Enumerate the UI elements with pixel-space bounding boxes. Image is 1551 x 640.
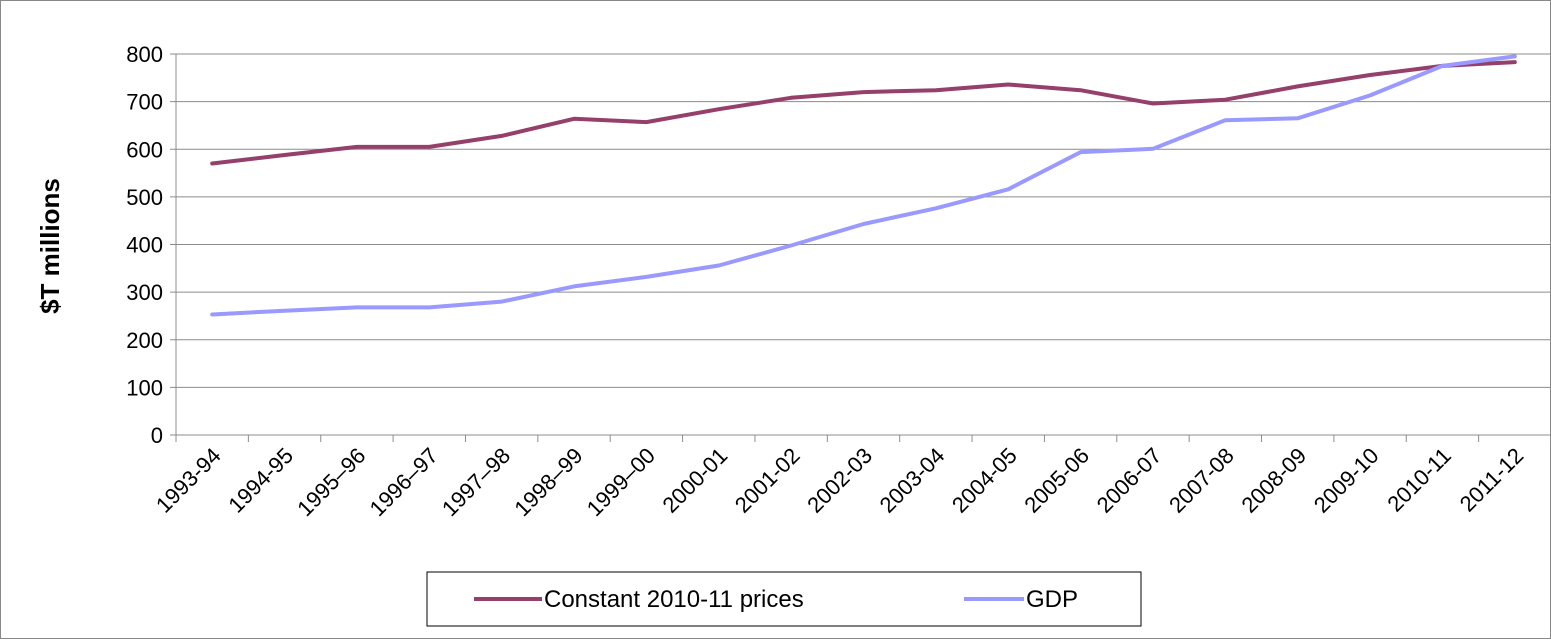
data-point bbox=[427, 305, 431, 309]
axes: $T millions bbox=[35, 53, 1551, 442]
data-point bbox=[500, 134, 504, 138]
data-point bbox=[210, 313, 214, 317]
data-point bbox=[644, 120, 648, 124]
data-point bbox=[1368, 73, 1372, 77]
data-point bbox=[1006, 187, 1010, 191]
x-tick-label: 2001-02 bbox=[730, 443, 805, 518]
y-tick-label: 600 bbox=[126, 137, 163, 162]
data-point bbox=[572, 117, 576, 121]
legend: Constant 2010-11 prices GDP bbox=[426, 571, 1142, 627]
data-point bbox=[644, 275, 648, 279]
data-point bbox=[1079, 150, 1083, 154]
data-point bbox=[1079, 88, 1083, 92]
x-tick-label: 2009-10 bbox=[1309, 443, 1384, 518]
data-point bbox=[862, 222, 866, 226]
data-point bbox=[789, 96, 793, 100]
data-point bbox=[789, 243, 793, 247]
x-tick-label: 2004-05 bbox=[947, 443, 1022, 518]
data-point bbox=[1006, 82, 1010, 86]
data-point bbox=[500, 300, 504, 304]
x-tick-label: 2011-12 bbox=[1455, 443, 1529, 517]
data-point bbox=[1296, 116, 1300, 120]
data-point bbox=[1296, 84, 1300, 88]
data-point bbox=[862, 90, 866, 94]
y-axis-title: $T millions bbox=[35, 178, 65, 314]
data-point bbox=[283, 309, 287, 313]
data-point bbox=[572, 284, 576, 288]
data-point bbox=[1513, 54, 1517, 58]
y-tick-label: 300 bbox=[126, 280, 163, 305]
x-tick-labels: 1993-941994-951995–961996–971997–981998–… bbox=[151, 443, 1528, 521]
legend-label: Constant 2010-11 prices bbox=[544, 586, 804, 613]
data-point bbox=[1440, 64, 1444, 68]
legend-label: GDP bbox=[1026, 586, 1078, 613]
data-point bbox=[1368, 93, 1372, 97]
gridlines bbox=[176, 53, 1551, 388]
x-tick-label: 2008-09 bbox=[1236, 443, 1311, 518]
y-tick-label: 700 bbox=[126, 90, 163, 115]
x-tick-label: 2007-08 bbox=[1164, 443, 1239, 518]
y-tick-labels: 0 100 200 300 400 500 600 700 800 bbox=[126, 42, 163, 448]
x-tick-label: 2006-07 bbox=[1092, 443, 1167, 518]
data-point bbox=[1223, 118, 1227, 122]
x-tick-label: 2000-01 bbox=[658, 443, 733, 518]
y-tick-label: 400 bbox=[126, 233, 163, 258]
data-point bbox=[717, 107, 721, 111]
x-tick-label: 2003-04 bbox=[875, 443, 950, 518]
data-point bbox=[283, 153, 287, 157]
x-tick-label: 1993-94 bbox=[151, 443, 226, 518]
data-point bbox=[1151, 147, 1155, 151]
data-point bbox=[1151, 102, 1155, 106]
x-tick-label: 1998–99 bbox=[509, 443, 587, 521]
data-point bbox=[934, 88, 938, 92]
x-tick-label: 1995–96 bbox=[292, 443, 370, 521]
y-tick-label: 500 bbox=[126, 185, 163, 210]
data-point bbox=[355, 145, 359, 149]
x-tick-label: 2002-03 bbox=[802, 443, 877, 518]
x-tick-label: 1997–98 bbox=[437, 443, 515, 521]
y-tick-label: 100 bbox=[126, 375, 163, 400]
data-point bbox=[210, 162, 214, 166]
x-tick-label: 1996–97 bbox=[365, 443, 443, 521]
x-tick-label: 1994-95 bbox=[223, 443, 298, 518]
y-tick-label: 200 bbox=[126, 328, 163, 353]
data-point bbox=[427, 145, 431, 149]
series-line-0 bbox=[210, 60, 1517, 166]
series-line-1 bbox=[210, 54, 1517, 317]
series-lines bbox=[210, 54, 1517, 317]
data-point bbox=[1513, 60, 1517, 64]
x-tick-label: 1999–00 bbox=[582, 443, 660, 521]
data-point bbox=[934, 206, 938, 210]
x-tick-label: 2010-11 bbox=[1382, 443, 1456, 517]
data-point bbox=[717, 263, 721, 267]
x-tick-label: 2005-06 bbox=[1019, 443, 1094, 518]
data-point bbox=[1223, 98, 1227, 102]
y-tick-label: 0 bbox=[151, 423, 163, 448]
data-point bbox=[355, 305, 359, 309]
y-tick-label: 800 bbox=[126, 42, 163, 67]
